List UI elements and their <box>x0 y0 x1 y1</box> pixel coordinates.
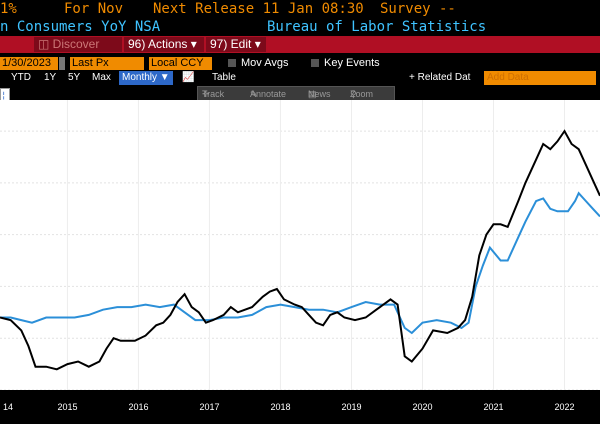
series-line: n Consumers YoY NSA Bureau of Labor Stat… <box>0 19 600 36</box>
menu-bar: ◫ Discover 96) Actions ▾ 97) Edit ▾ <box>0 36 600 53</box>
vertical-grid <box>66 100 565 390</box>
edit-button[interactable]: 97) Edit ▾ <box>206 37 266 52</box>
key-events-label: Key Events <box>324 57 380 69</box>
discover-button[interactable]: ◫ Discover <box>34 37 122 52</box>
headline-series-line <box>0 129 600 371</box>
x-tick-label: 14 <box>3 402 13 412</box>
add-data-input[interactable]: Add Data <box>484 71 596 85</box>
x-tick-label: 2016 <box>128 402 148 412</box>
period-label: For Nov <box>64 1 124 17</box>
range-ytd[interactable]: YTD <box>11 72 31 83</box>
x-tick-label: 2015 <box>57 402 77 412</box>
source-name: Bureau of Labor Statistics <box>267 19 487 35</box>
controls-bar: 1/30/2023 Last Px Local CCY Mov Avgs Key… <box>0 56 600 71</box>
annotate-label: Annotate <box>250 89 287 99</box>
magnifier-icon: ⚲ <box>350 89 357 99</box>
x-axis-ticks: 14 2015 2016 2017 2018 2019 2020 2021 2022 <box>3 402 575 412</box>
frequency-select[interactable]: Monthly ▼ <box>119 71 173 85</box>
date-field[interactable]: 1/30/2023 <box>0 57 58 70</box>
x-tick-label: 2022 <box>554 402 574 412</box>
plot-area <box>0 100 600 390</box>
pencil-icon: ✎ <box>250 89 258 99</box>
survey: Survey -- <box>380 1 456 17</box>
track-label: Track <box>202 89 225 99</box>
side-tab-icon: ¦ <box>1 91 7 101</box>
news-icon: ▤ <box>308 89 317 99</box>
x-tick-label: 2017 <box>199 402 219 412</box>
time-range-bar: YTD 1Y 5Y Max Monthly ▼ 📈 Table + Relate… <box>0 71 600 85</box>
mov-avgs-checkbox[interactable]: Mov Avgs <box>228 57 289 70</box>
table-tab[interactable]: Table <box>212 72 236 83</box>
line-chart-icon[interactable]: 📈 <box>182 72 195 83</box>
range-max[interactable]: Max <box>92 72 111 83</box>
key-events-checkbox[interactable]: Key Events <box>311 57 380 70</box>
checkbox-icon <box>228 59 236 68</box>
news-label: News <box>308 89 331 99</box>
mov-avgs-label: Mov Avgs <box>241 57 289 69</box>
series-name: n Consumers YoY NSA <box>0 19 161 35</box>
x-axis-band <box>0 390 600 424</box>
crosshair-icon: ✛ <box>202 89 210 99</box>
actions-button[interactable]: 96) Actions ▾ <box>124 37 204 52</box>
range-1y[interactable]: 1Y <box>44 72 57 83</box>
range-5y[interactable]: 5Y <box>68 72 81 83</box>
x-tick-label: 2019 <box>341 402 361 412</box>
zoom-label: Zoom <box>350 89 374 99</box>
status-line: 1% For Nov Next Release 11 Jan 08:30 Sur… <box>0 0 600 19</box>
price-field[interactable]: Last Px <box>70 57 144 70</box>
inflation-line-chart[interactable]: 14 2015 2016 2017 2018 2019 2020 2021 2022 <box>0 100 600 424</box>
checkbox-icon <box>311 59 319 68</box>
x-tick-label: 2020 <box>412 402 432 412</box>
related-data-button[interactable]: + Related Dat <box>409 72 471 83</box>
currency-field[interactable]: Local CCY <box>149 57 212 70</box>
next-release: Next Release 11 Jan 08:30 <box>153 1 364 17</box>
x-tick-label: 2018 <box>270 402 290 412</box>
last-value: 1% <box>0 1 17 17</box>
core-series-line <box>0 191 600 335</box>
x-tick-label: 2021 <box>483 402 503 412</box>
calendar-icon[interactable] <box>59 57 65 70</box>
discover-icon: ◫ <box>38 37 53 51</box>
discover-label: Discover <box>52 37 100 51</box>
